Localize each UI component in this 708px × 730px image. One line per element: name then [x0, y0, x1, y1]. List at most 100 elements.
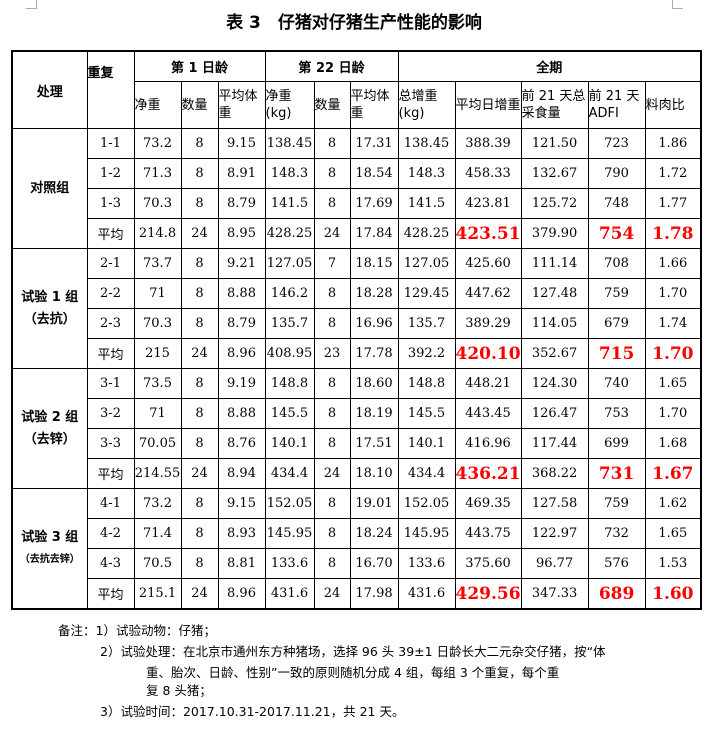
cell: 18.60 — [349, 368, 399, 399]
cell: 715 — [587, 338, 646, 369]
cell: 8 — [180, 398, 219, 429]
cell: 17.51 — [349, 428, 399, 459]
cell: 8.93 — [217, 518, 266, 549]
cell: 1-3 — [86, 188, 135, 219]
cell: 1.62 — [644, 488, 702, 519]
cell: 71.3 — [133, 158, 182, 189]
cell: 8.88 — [217, 398, 266, 429]
cell: 740 — [587, 368, 646, 399]
cell: 375.60 — [454, 548, 522, 579]
cell: 8 — [313, 488, 351, 519]
cell: 126.47 — [520, 398, 589, 429]
cell: 8 — [180, 188, 219, 219]
group-label: 试验 3 组 — [21, 529, 79, 545]
header-sub-4: 数量 — [313, 81, 351, 129]
cell: 352.67 — [520, 338, 589, 369]
cell: 148.3 — [264, 158, 315, 189]
cell: 8 — [180, 428, 219, 459]
page-corner-mark — [26, 0, 37, 9]
cell: 140.1 — [264, 428, 315, 459]
cell: 347.33 — [520, 578, 589, 610]
cell: 8 — [180, 548, 219, 579]
cell: 379.90 — [520, 218, 589, 249]
cell: 71 — [133, 398, 182, 429]
cell: 759 — [587, 278, 646, 309]
cell: 152.05 — [264, 488, 315, 519]
cell: 114.05 — [520, 308, 589, 339]
cell: 1.68 — [644, 428, 702, 459]
cell: 790 — [587, 158, 646, 189]
cell: 443.75 — [454, 518, 522, 549]
cell: 117.44 — [520, 428, 589, 459]
cell: 135.7 — [264, 308, 315, 339]
cell: 8 — [180, 518, 219, 549]
cell: 141.5 — [397, 188, 456, 219]
cell: 133.6 — [397, 548, 456, 579]
cell: 16.70 — [349, 548, 399, 579]
cell: 8.88 — [217, 278, 266, 309]
cell: 135.7 — [397, 308, 456, 339]
cell: 124.30 — [520, 368, 589, 399]
cell: 8 — [180, 308, 219, 339]
cell: 748 — [587, 188, 646, 219]
cell: 16.96 — [349, 308, 399, 339]
group-label: 对照组 — [30, 180, 70, 196]
cell: 1.65 — [644, 368, 702, 399]
cell: 368.22 — [520, 458, 589, 489]
header-sub-2: 平均体重 — [217, 81, 266, 129]
cell: 1.74 — [644, 308, 702, 339]
table-row: 4-3 70.5 8 8.81 133.6 8 16.70 133.6 375.60 96.77 5… — [12, 548, 702, 579]
group-note: （去抗去锌） — [19, 553, 80, 565]
cell: 576 — [587, 548, 646, 579]
header-sub-1: 数量 — [180, 81, 219, 129]
cell: 7 — [313, 248, 351, 279]
cell: 2-1 — [86, 248, 135, 279]
cell: 4-2 — [86, 518, 135, 549]
cell: 145.5 — [264, 398, 315, 429]
cell: 18.19 — [349, 398, 399, 429]
cell: 425.60 — [454, 248, 522, 279]
cell: 428.25 — [397, 218, 456, 249]
average-row: 平均 214.8 24 8.95 428.25 24 17.84 428.25 423.51 37… — [12, 218, 702, 249]
header-sub-8: 前 21 天总采食量 — [520, 81, 589, 129]
cell: 145.95 — [264, 518, 315, 549]
cell: 416.96 — [454, 428, 522, 459]
cell: 1.77 — [644, 188, 702, 219]
cell: 121.50 — [520, 128, 589, 159]
cell: 8.95 — [217, 218, 266, 249]
cell: 731 — [587, 458, 646, 489]
cell: 1-2 — [86, 158, 135, 189]
table-row: 2-3 70.3 8 8.79 135.7 8 16.96 135.7 389.29 114.05… — [12, 308, 702, 339]
cell: 132.67 — [520, 158, 589, 189]
cell: 8 — [313, 158, 351, 189]
page-corner-mark — [672, 0, 683, 9]
cell: 8.91 — [217, 158, 266, 189]
cell: 9.19 — [217, 368, 266, 399]
cell: 392.2 — [397, 338, 456, 369]
cell: 24 — [313, 458, 351, 489]
cell: 732 — [587, 518, 646, 549]
table-title: 表 3 仔猪对仔猪生产性能的影响 — [226, 13, 482, 33]
cell: 8 — [180, 128, 219, 159]
cell: 214.8 — [133, 218, 182, 249]
cell: 9.15 — [217, 128, 266, 159]
cell: 145.5 — [397, 398, 456, 429]
cell: 17.98 — [349, 578, 399, 610]
cell: 423.51 — [454, 218, 522, 249]
cell: 214.55 — [133, 458, 182, 489]
cell: 1.70 — [644, 278, 702, 309]
cell: 429.56 — [454, 578, 522, 610]
cell: 1.70 — [644, 398, 702, 429]
cell: 708 — [587, 248, 646, 279]
cell: 1.60 — [644, 578, 702, 610]
cell: 1.70 — [644, 338, 702, 369]
header-treatment: 处理 — [11, 50, 88, 129]
cell: 8.96 — [217, 578, 266, 610]
cell: 70.3 — [133, 308, 182, 339]
cell: 215 — [133, 338, 182, 369]
cell: 9.21 — [217, 248, 266, 279]
group-label: 试验 2 组 — [21, 409, 79, 425]
cell: 146.2 — [264, 278, 315, 309]
cell: 423.81 — [454, 188, 522, 219]
cell: 431.6 — [397, 578, 456, 610]
